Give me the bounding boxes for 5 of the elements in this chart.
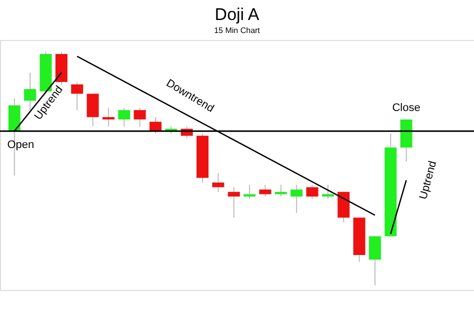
text: Uptrend: [417, 160, 440, 201]
chart-title: Doji A: [214, 5, 260, 24]
annotation: Open: [7, 139, 34, 152]
annotation: Close: [392, 102, 420, 114]
chart-subtitle: 15 Min Chart: [214, 26, 261, 35]
